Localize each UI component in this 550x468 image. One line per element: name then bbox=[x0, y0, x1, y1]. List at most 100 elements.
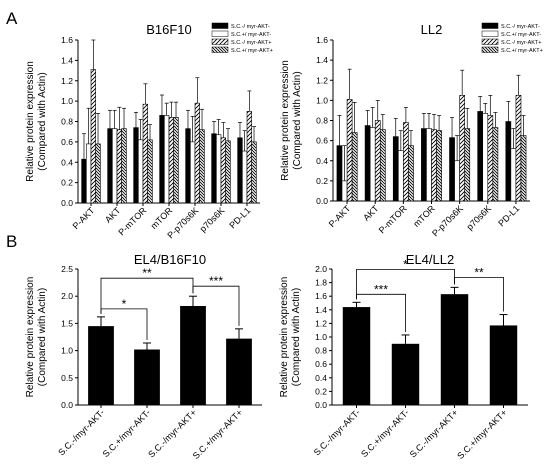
bar-white bbox=[482, 113, 489, 202]
y-tick-label: 0.8 bbox=[61, 117, 73, 127]
x-tick-label: p70s6K bbox=[198, 205, 227, 234]
bar-white bbox=[164, 115, 170, 204]
bar-hatch bbox=[459, 95, 466, 202]
y-tick-label: 0.4 bbox=[316, 156, 328, 166]
x-tick-label: mTOR bbox=[411, 203, 437, 229]
y-tick-label: 1.6 bbox=[61, 35, 73, 45]
y-axis-label: Relative protein expression bbox=[25, 277, 36, 398]
bar-hatch bbox=[168, 117, 174, 204]
y-tick-label: 2.0 bbox=[61, 291, 73, 301]
x-tick-label: S.C.+/myr-AKT+ bbox=[191, 407, 245, 461]
y-tick-label: 0.4 bbox=[61, 157, 73, 167]
chart-title: EL4/B16F10 bbox=[134, 252, 206, 267]
significance-label: *** bbox=[374, 282, 388, 296]
bar-dense-hatch bbox=[199, 129, 205, 204]
x-tick-label: S.C.-/myr-AKT- bbox=[312, 407, 362, 457]
bar-white bbox=[190, 141, 196, 204]
chart-title: B16F10 bbox=[146, 22, 192, 37]
x-tick-label: P-p70s6K bbox=[430, 203, 465, 238]
bar-hatch bbox=[246, 111, 252, 204]
legend-swatch bbox=[211, 38, 229, 45]
bar-black bbox=[211, 133, 217, 204]
y-tick-label: 1.2 bbox=[315, 318, 327, 328]
y-tick-label: 1.8 bbox=[315, 278, 327, 288]
legend-label: S.C.+/ myr-AKT- bbox=[231, 32, 271, 38]
legend-label: S.C.+/ myr-AKT+ bbox=[501, 48, 543, 54]
y-tick-label: 0.8 bbox=[315, 346, 327, 356]
x-tick-label: P-mTOR bbox=[377, 203, 409, 235]
x-tick-label: S.C.-/myr-AKT- bbox=[56, 407, 106, 457]
legend-label: S.C.-/ myr-AKT- bbox=[231, 24, 270, 30]
y-tick-label: 1.0 bbox=[61, 96, 73, 106]
legend-swatch bbox=[481, 38, 499, 45]
significance-label: ** bbox=[142, 266, 152, 280]
y-tick-label: 0.6 bbox=[61, 137, 73, 147]
bar-dense-hatch bbox=[95, 143, 101, 204]
y-tick-label: 0.8 bbox=[316, 116, 328, 126]
bar-dense-hatch bbox=[408, 145, 414, 202]
x-tick-label: p70s6K bbox=[465, 203, 494, 232]
significance-label: * bbox=[403, 257, 408, 271]
bar-black bbox=[133, 127, 139, 204]
y-tick-label: 1.6 bbox=[316, 35, 328, 45]
y-tick-label: 1.2 bbox=[316, 75, 328, 85]
y-tick-label: 0.2 bbox=[61, 178, 73, 188]
x-tick-label: S.C.+/myr-AKT+ bbox=[455, 407, 509, 461]
legend-swatch bbox=[481, 30, 499, 37]
chart-el4ll2: EL4/LL2 0.0 0.2 0.4 0.6 0.8 1.0 1.2 1.4 1.6 1.8 2.0… bbox=[279, 252, 528, 461]
bar-hatch bbox=[142, 103, 148, 204]
bar-hatch bbox=[346, 99, 353, 202]
bar-dense-hatch bbox=[121, 128, 127, 204]
y-tick-label: 0.0 bbox=[315, 400, 327, 410]
bar-white bbox=[216, 134, 222, 204]
y-axis-label: (Compared with Actin) bbox=[37, 72, 48, 170]
bar bbox=[180, 305, 206, 405]
x-tick-label: PD-L1 bbox=[496, 203, 521, 228]
bar-black bbox=[185, 128, 191, 204]
chart-el4b16: EL4/B16F10 0.0 0.5 1.0 1.5 2.0 2.5 Relative pro… bbox=[25, 252, 262, 461]
bar-white bbox=[341, 180, 348, 202]
panel-letter-b: B bbox=[6, 232, 17, 251]
bar-black bbox=[81, 158, 87, 204]
bar bbox=[226, 338, 252, 405]
y-tick-label: 1.6 bbox=[315, 291, 327, 301]
y-axis-label: (Compared with Actin) bbox=[291, 288, 302, 386]
y-tick-label: 0.4 bbox=[315, 373, 327, 383]
x-tick-label: S.C.+/myr-AKT- bbox=[101, 407, 153, 459]
bar-hatch bbox=[515, 95, 522, 202]
bar-black bbox=[392, 136, 399, 202]
bar-dense-hatch bbox=[147, 139, 153, 204]
bar-dense-hatch bbox=[464, 128, 471, 202]
significance-bracket bbox=[100, 277, 194, 314]
y-tick-label: 0.2 bbox=[316, 176, 328, 186]
bar-hatch bbox=[431, 129, 437, 202]
x-tick-label: S.C.-/myr-AKT+ bbox=[146, 407, 198, 459]
y-axis-label: (Compared with Actin) bbox=[37, 288, 48, 386]
y-tick-label: 0.0 bbox=[61, 400, 73, 410]
significance-bracket bbox=[192, 285, 240, 326]
y-tick-label: 0.5 bbox=[61, 373, 73, 383]
bar-white bbox=[86, 143, 92, 204]
x-tick-label: P-AKT bbox=[327, 203, 353, 229]
y-tick-label: 1.2 bbox=[61, 76, 73, 86]
bar-black bbox=[237, 137, 243, 204]
y-axis-label: Relative protein expression bbox=[279, 277, 290, 398]
y-axis-label: Relative protein expression bbox=[280, 60, 291, 181]
bar bbox=[88, 326, 114, 405]
x-tick-label: S.C.-/myr-AKT+ bbox=[408, 407, 460, 459]
legend-label: S.C.-/ myr-AKT- bbox=[501, 24, 540, 30]
x-tick-label: AKT bbox=[103, 205, 123, 225]
bar-dense-hatch bbox=[173, 117, 179, 204]
bar-white bbox=[138, 139, 144, 204]
bar-black bbox=[107, 128, 113, 204]
y-tick-label: 0.6 bbox=[316, 136, 328, 146]
legend-swatch bbox=[211, 46, 229, 53]
bar-dense-hatch bbox=[436, 130, 442, 202]
chart-ll2: LL2 0.0 0.2 0.4 0.6 0.8 1.0 1.2 1.4 1.6 Relative p… bbox=[280, 22, 543, 238]
legend-swatch bbox=[211, 22, 229, 29]
x-tick-label: S.C.+/myr-AKT- bbox=[359, 407, 411, 459]
bar-black bbox=[421, 128, 427, 202]
legend-label: S.C.+/ myr-AKT+ bbox=[231, 48, 273, 54]
bar-hatch bbox=[116, 129, 122, 204]
